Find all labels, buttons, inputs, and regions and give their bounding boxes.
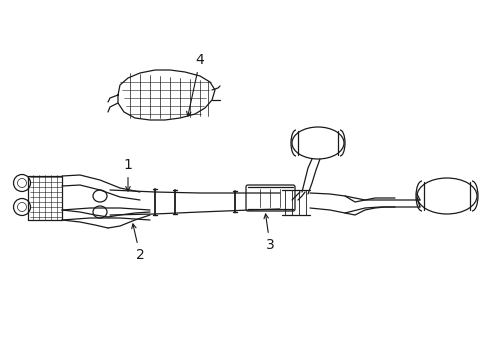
Text: 3: 3 <box>264 214 274 252</box>
Text: 1: 1 <box>123 158 132 191</box>
Text: 2: 2 <box>131 224 144 262</box>
Text: 4: 4 <box>186 53 204 116</box>
Polygon shape <box>118 70 215 120</box>
